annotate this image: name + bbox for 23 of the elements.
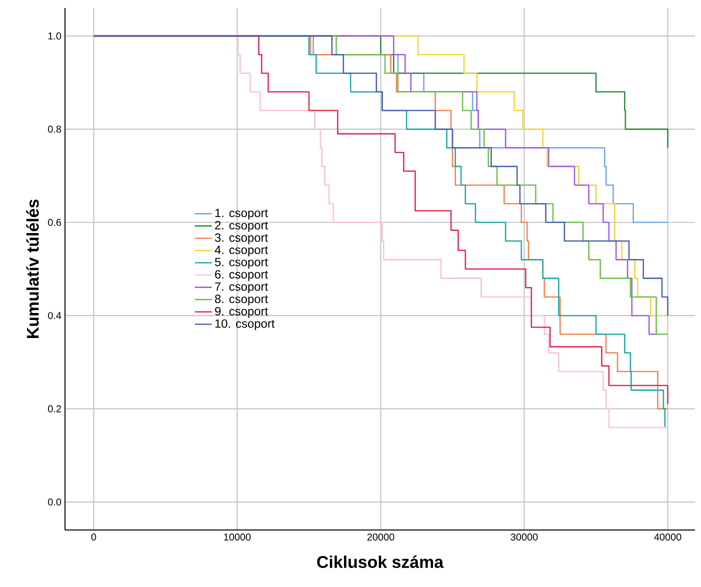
legend-label: 7. csoport	[215, 282, 268, 294]
y-tick-label: 0.4	[48, 312, 62, 320]
y-tick-label: 0.2	[48, 405, 61, 412]
x-tick-label: 30000	[510, 534, 538, 541]
y-tick-label: 0.0	[48, 498, 62, 506]
legend-label: 2. csoport	[215, 221, 268, 232]
legend-label: 3. csoport	[214, 233, 268, 244]
x-tick-label: 40000	[654, 534, 682, 541]
x-tick-label: 20000	[367, 534, 394, 541]
y-axis-title: Kumulatív túlélés	[26, 200, 39, 338]
y-tick-label: 1.0	[48, 32, 62, 40]
legend-label: 8. csoport	[215, 294, 268, 306]
x-tick-label: 0	[91, 534, 96, 541]
y-tick-label: 0.6	[48, 218, 62, 226]
legend-label: 9. csoport	[215, 307, 268, 318]
legend-label: 6. csoport	[215, 270, 268, 281]
x-axis-title: Ciklusok száma	[317, 555, 444, 568]
legend-label: 5. csoport	[214, 258, 268, 269]
legend-label: 10. csoport	[215, 319, 275, 330]
legend-label: 4. csoport	[214, 246, 268, 256]
legend-label: 1. csoport	[215, 208, 268, 220]
x-tick-label: 10000	[224, 534, 251, 541]
y-tick-label: 0.8	[48, 126, 62, 133]
